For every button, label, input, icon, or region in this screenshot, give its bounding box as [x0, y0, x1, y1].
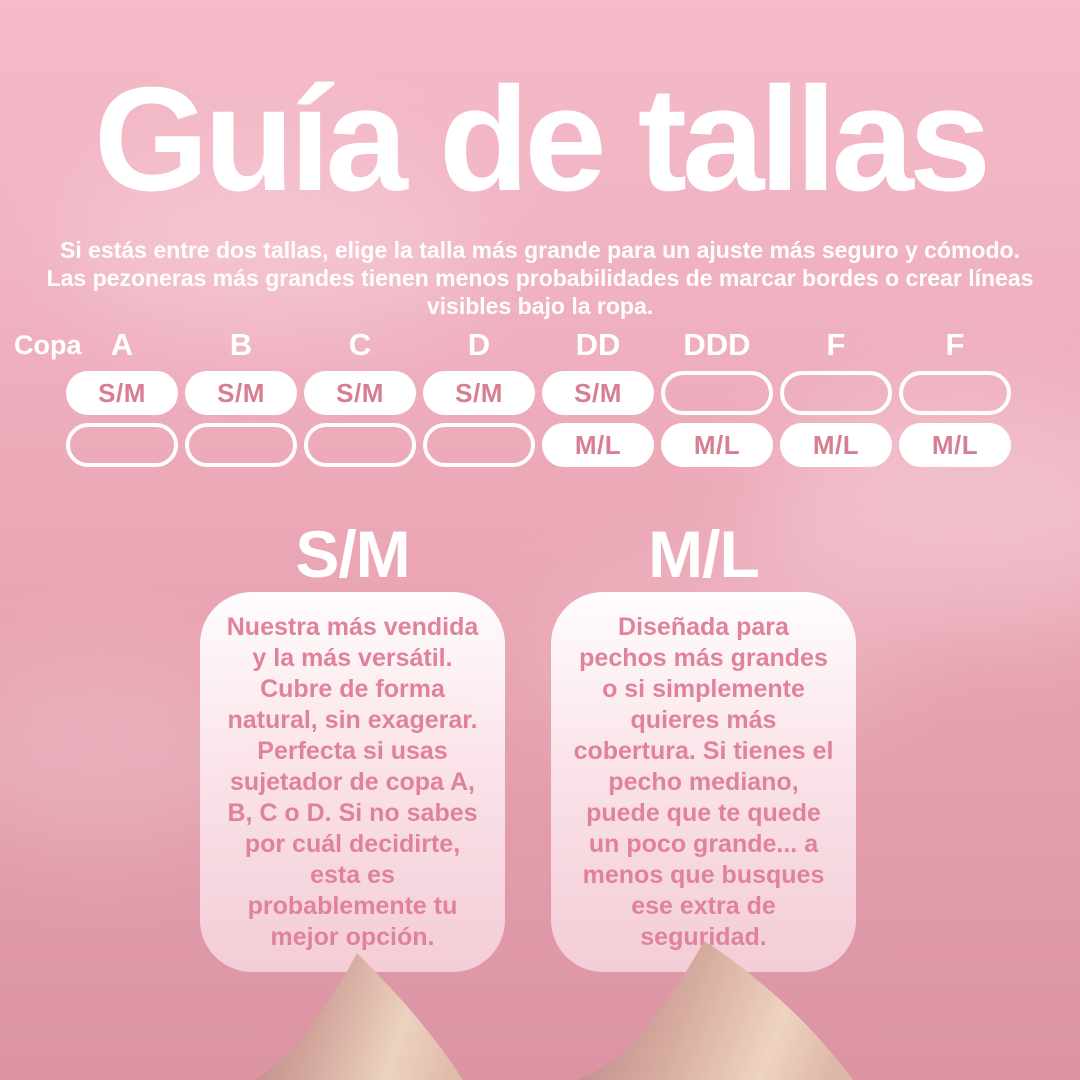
size-pill-label: M/L — [693, 429, 741, 460]
size-pill-empty — [304, 423, 416, 467]
size-pill-empty — [661, 371, 773, 415]
size-pill-label: M/L — [931, 429, 979, 460]
size-pill-filled: S/M — [66, 371, 178, 415]
size-pill-filled: S/M — [185, 371, 297, 415]
table-row-ml: M/L M/L M/L M/L — [66, 423, 1011, 467]
size-pill-filled: M/L — [780, 423, 892, 467]
size-pill-empty — [185, 423, 297, 467]
size-pill-filled: S/M — [423, 371, 535, 415]
size-pill-label: S/M — [336, 377, 384, 408]
cup-column-header: C — [348, 327, 372, 362]
page-title: Guía de tallas — [93, 57, 991, 222]
size-card-ml-text: Diseñada para pechos más grandes o si si… — [573, 612, 834, 951]
cup-column-header: A — [110, 327, 134, 362]
table-row-sm: S/M S/M S/M S/M S/M — [66, 371, 1011, 415]
subtitle-line: visibles bajo la ropa. — [426, 293, 654, 319]
cup-column-header: F — [945, 327, 965, 362]
cup-column-header: B — [229, 327, 253, 362]
size-pill-label: S/M — [98, 377, 146, 408]
size-pill-empty — [66, 423, 178, 467]
size-pill-empty — [423, 423, 535, 467]
page-subtitle: Si estás entre dos tallas, elige la tall… — [0, 236, 1080, 320]
size-card-ml: Diseñada para pechos más grandes o si si… — [551, 592, 856, 972]
cup-column-header: DD — [575, 327, 621, 362]
cup-column-header: D — [467, 327, 491, 362]
size-pill-label: M/L — [574, 429, 622, 460]
size-heading-ml: M/L — [648, 517, 760, 591]
size-pill-label: M/L — [812, 429, 860, 460]
subtitle-line: Las pezoneras más grandes tienen menos p… — [46, 265, 1034, 291]
size-pill-label: S/M — [574, 377, 622, 408]
size-pill-filled: S/M — [304, 371, 416, 415]
nipple-cover-sm-photo — [254, 953, 463, 1080]
subtitle-line: Si estás entre dos tallas, elige la tall… — [60, 237, 1020, 263]
size-pill-filled: M/L — [899, 423, 1011, 467]
cup-column-header: DDD — [683, 327, 751, 362]
size-pill-empty — [780, 371, 892, 415]
size-pill-filled: M/L — [542, 423, 654, 467]
size-heading-sm: S/M — [295, 517, 410, 591]
size-pill-filled: S/M — [542, 371, 654, 415]
size-pill-label: S/M — [217, 377, 265, 408]
size-pill-label: S/M — [455, 377, 503, 408]
size-card-sm-text: Nuestra más vendida y la más versátil. C… — [226, 612, 479, 951]
table-header-row: A B C D DD DDD F F — [66, 327, 1011, 363]
cup-column-header: F — [826, 327, 846, 362]
size-pill-filled: M/L — [661, 423, 773, 467]
size-card-sm: Nuestra más vendida y la más versátil. C… — [200, 592, 505, 972]
size-pill-empty — [899, 371, 1011, 415]
table-row-label: Copa — [14, 330, 82, 360]
